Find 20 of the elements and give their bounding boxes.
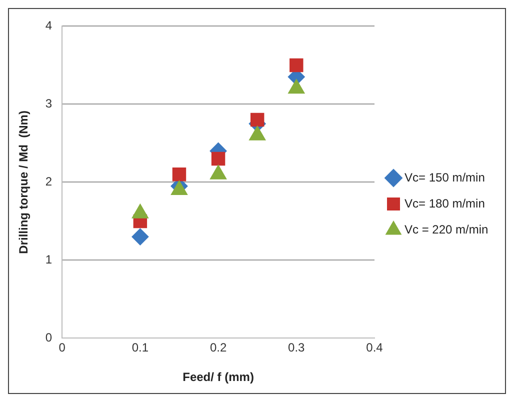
legend-label: Vc= 180 m/min [404, 196, 485, 210]
y-tick-label: 0 [45, 330, 52, 345]
x-axis-title: Feed/ f (mm) [182, 370, 254, 384]
x-tick-label: 0 [58, 340, 66, 355]
y-tick-label: 3 [45, 96, 52, 111]
y-tick-label: 1 [45, 252, 52, 267]
x-tick-label: 0.4 [366, 340, 384, 355]
legend-label: Vc = 220 m/min [404, 222, 488, 236]
y-tick-label: 2 [45, 174, 52, 189]
legend-label: Vc= 150 m/min [404, 170, 485, 184]
y-tick-label: 4 [45, 18, 52, 33]
x-tick-label: 0.3 [288, 340, 306, 355]
point [250, 112, 264, 127]
point [290, 58, 304, 72]
y-axis-title: Drilling torque / Md (Nm) [16, 110, 31, 254]
point [211, 152, 226, 166]
x-tick-label: 0.1 [132, 340, 149, 355]
x-tick-label: 0.2 [210, 340, 227, 355]
point [132, 228, 149, 246]
point [172, 168, 186, 182]
